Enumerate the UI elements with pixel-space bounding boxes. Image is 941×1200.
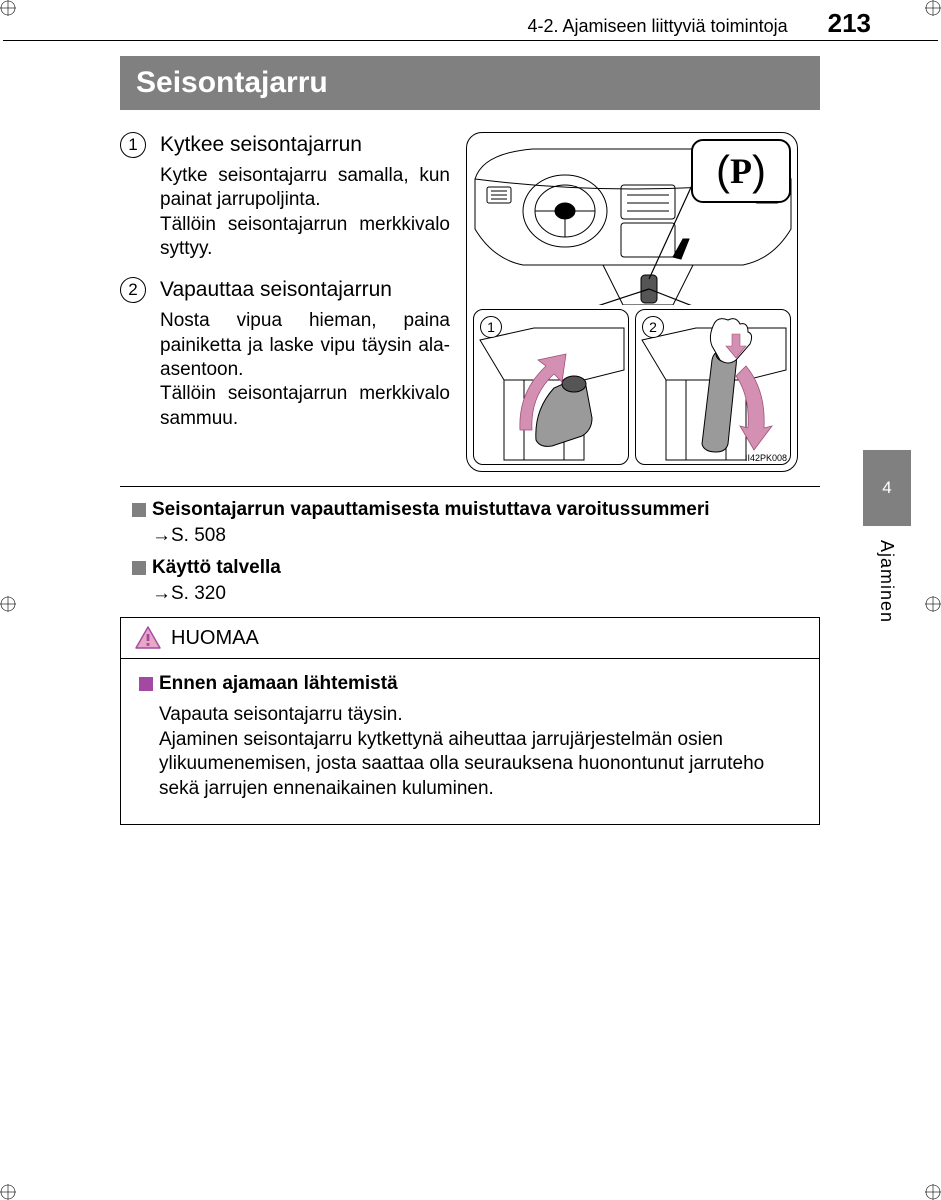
engage-diagram: 1: [473, 309, 629, 465]
main-content: Seisontajarru 1 Kytkee seisontajarrun Ky…: [120, 56, 820, 825]
parking-indicator-badge: ( P ): [691, 139, 791, 203]
paren-right: ): [752, 147, 766, 195]
steps-column: 1 Kytkee seisontajarrun Kytke seisontaja…: [120, 132, 450, 472]
crop-mark: [921, 1180, 941, 1200]
step-2-header: 2 Vapauttaa seisontajarrun: [120, 277, 450, 303]
paren-left: (: [716, 147, 730, 195]
step-1-body: Kytke seisontajarru samalla, kun painat …: [160, 164, 450, 261]
diagram-code: II42PK008: [745, 453, 787, 463]
diagram-column: ( P ) 1: [466, 132, 820, 472]
chapter-tab: 4: [863, 450, 911, 526]
step-number-icon: 2: [120, 277, 146, 303]
crop-mark: [921, 594, 941, 614]
crop-mark: [0, 1180, 20, 1200]
step-1-title: Kytkee seisontajarrun: [160, 132, 362, 157]
ref-link-1: S. 508: [171, 525, 226, 546]
parking-brake-diagram: ( P ) 1: [466, 132, 798, 472]
ref-link-2: S. 320: [171, 583, 226, 604]
page-header: 4-2. Ajamiseen liittyviä toimintoja 213: [0, 8, 941, 39]
step-2-body: Nosta vipua hieman, paina painiketta ja …: [160, 309, 450, 431]
bullet-square-icon: [132, 503, 146, 517]
p-symbol: P: [730, 150, 752, 192]
notice-label: HUOMAA: [171, 627, 259, 650]
crop-mark: [0, 594, 20, 614]
page-number: 213: [828, 8, 871, 39]
divider: [120, 486, 820, 487]
header-rule: [3, 40, 938, 41]
bullet-square-icon: [139, 677, 153, 691]
ref-heading-2: Käyttö talvella: [152, 557, 281, 579]
notice-box: HUOMAA Ennen ajamaan lähtemistä Vapauta …: [120, 617, 820, 825]
step-number-icon: 1: [120, 132, 146, 158]
warning-icon: [135, 626, 161, 650]
sub-number-2: 2: [642, 316, 664, 338]
chapter-number: 4: [882, 478, 891, 498]
notice-header: HUOMAA: [121, 618, 819, 659]
notice-body: Ennen ajamaan lähtemistä Vapauta seisont…: [121, 659, 819, 824]
section-label: 4-2. Ajamiseen liittyviä toimintoja: [527, 16, 787, 37]
bullet-square-icon: [132, 561, 146, 575]
ref-heading-1: Seisontajarrun vapauttamisesta muistutta…: [152, 499, 710, 521]
ref-item: Käyttö talvella →S. 320: [132, 557, 820, 605]
sub-number-1: 1: [480, 316, 502, 338]
section-title: Seisontajarru: [120, 56, 820, 110]
step-2-title: Vapauttaa seisontajarrun: [160, 277, 392, 302]
release-diagram: 2: [635, 309, 791, 465]
chapter-label: Ajaminen: [876, 540, 897, 623]
ref-item: Seisontajarrun vapauttamisesta muistutta…: [132, 499, 820, 547]
notice-text: Vapauta seisontajarru täysin. Ajaminen s…: [159, 703, 801, 802]
step-1-header: 1 Kytkee seisontajarrun: [120, 132, 450, 158]
notice-subheading: Ennen ajamaan lähtemistä: [159, 673, 398, 695]
